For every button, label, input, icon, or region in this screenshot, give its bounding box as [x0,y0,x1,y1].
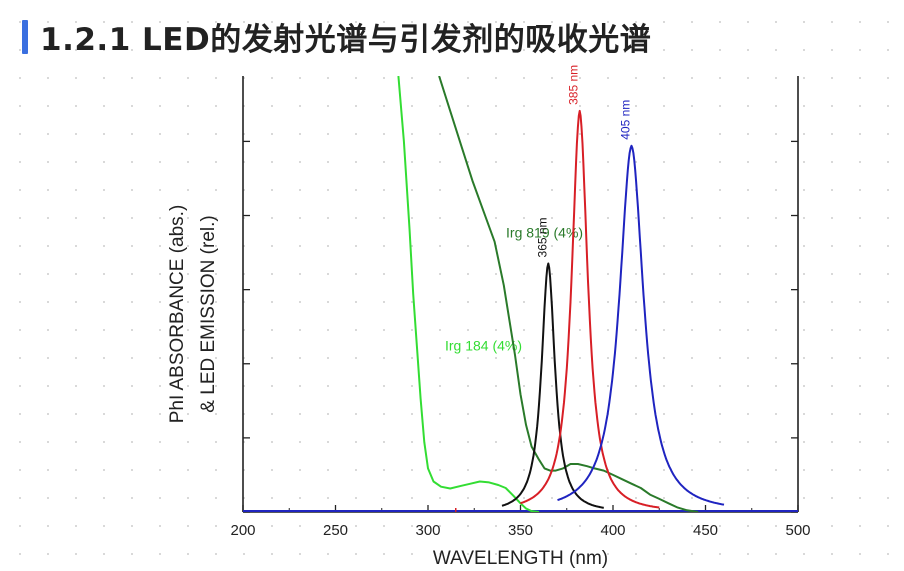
x-axis-label: WAVELENGTH (nm) [433,548,608,569]
peak-label-3: 385 nm [567,65,581,105]
x-tick-label: 400 [600,522,625,539]
x-tick-label: 200 [230,522,255,539]
series-line-0 [397,76,540,512]
x-tick-label: 500 [785,522,810,539]
x-tick-label: 300 [415,522,440,539]
x-tick-label: 450 [693,522,718,539]
title-accent-bar [22,20,28,54]
series-label-0: Irg 184 (4%) [445,338,522,354]
x-tick-label: 350 [508,522,533,539]
peak-label-4: 405 nm [619,100,633,140]
x-tick-label: 250 [323,522,348,539]
peak-label-2: 365 nm [535,217,549,257]
plot-area: 200 250 300 350 400 450 500 WAVELENGTH (nm) PhI … [167,65,811,569]
series-line-2 [501,262,604,509]
page-title: 1.2.1 LED的发射光谱与引发剂的吸收光谱 [40,22,652,58]
series-line-1 [438,76,699,512]
series-label-1: Irg 819 (4%) [506,224,583,240]
y-axis-label-line1: PhI ABSORBANCE (abs.) [167,205,188,424]
series-line-3 [520,109,660,509]
y-axis-label-line2: & LED EMISSION (rel.) [198,215,219,412]
series-line-4 [557,144,725,506]
